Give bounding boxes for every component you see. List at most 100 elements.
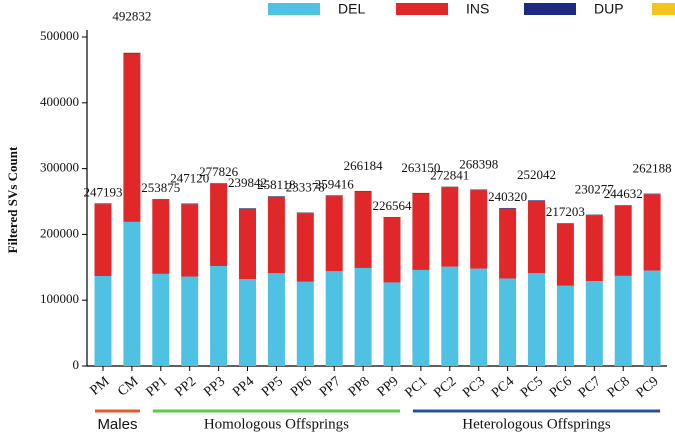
- x-tick-label: PP7: [317, 374, 344, 400]
- bar-segment: [614, 275, 632, 366]
- group-label: Heterologous Offsprings: [462, 416, 611, 432]
- bar-segment: [383, 217, 401, 283]
- bar-segment: [643, 193, 661, 195]
- total-label: 258118: [257, 177, 296, 192]
- total-label: 259416: [315, 176, 355, 191]
- bar-segment: [585, 281, 603, 366]
- bar-segment: [210, 183, 228, 184]
- legend-swatch: [524, 3, 576, 15]
- x-tick-label: PM: [87, 374, 113, 399]
- x-tick-label: PC7: [576, 374, 604, 401]
- bar-segment: [643, 194, 661, 271]
- bar-segment: [556, 285, 574, 366]
- bar-segment: [614, 205, 632, 276]
- legend-swatch: [396, 3, 448, 15]
- bar-segment: [470, 268, 488, 366]
- total-label: 272841: [430, 167, 469, 182]
- bar-segment: [181, 276, 199, 366]
- x-tick-label: PC1: [402, 374, 430, 401]
- legend-label: DEL: [338, 1, 365, 17]
- legend-label: INS: [466, 1, 489, 17]
- bar-segment: [94, 204, 112, 276]
- bar-segment: [296, 281, 314, 366]
- bar-segment: [354, 191, 372, 268]
- bar-segment: [239, 279, 256, 366]
- x-tick-label: PP3: [201, 374, 228, 400]
- bar-segment: [412, 193, 430, 270]
- bar-segment: [383, 282, 401, 366]
- x-tick-label: PP9: [375, 374, 402, 400]
- total-label: 262188: [633, 160, 672, 175]
- bar-segment: [123, 53, 141, 222]
- total-label: 217203: [546, 204, 585, 219]
- x-tick-label: PP5: [259, 374, 286, 400]
- bar-segment: [556, 223, 574, 286]
- x-tick-label: CM: [115, 374, 142, 400]
- total-label: 226564: [373, 198, 413, 213]
- bar-segment: [152, 199, 170, 274]
- bar-segment: [412, 269, 430, 366]
- total-label: 244632: [604, 186, 643, 201]
- y-tick-label: 500000: [40, 28, 79, 43]
- bar-segment: [470, 190, 488, 269]
- group-label: Males: [97, 416, 137, 433]
- bar-segment: [354, 190, 372, 192]
- bar-segment: [181, 203, 199, 205]
- total-label: 263150: [401, 160, 440, 175]
- bar-segment: [267, 196, 285, 197]
- total-label: 268398: [459, 156, 498, 171]
- x-tick-label: PP2: [172, 374, 199, 400]
- total-label: 247193: [84, 184, 123, 199]
- y-tick-label: 200000: [40, 225, 79, 240]
- bar-segment: [181, 204, 199, 277]
- bar-segment: [441, 266, 459, 366]
- x-tick-label: PP8: [346, 374, 373, 400]
- group-label: Homologous Offsprings: [204, 416, 349, 432]
- x-tick-label: PC2: [431, 374, 459, 401]
- bar-segment: [528, 273, 545, 366]
- legend-label: DUP: [594, 1, 624, 17]
- bar-segment: [152, 273, 170, 366]
- bar-segment: [239, 208, 256, 210]
- bar-segment: [528, 200, 545, 274]
- total-label: 240320: [488, 189, 527, 204]
- bar-segment: [325, 195, 343, 197]
- total-label: 492832: [112, 9, 151, 24]
- x-tick-label: PC8: [605, 374, 633, 401]
- x-tick-label: PP1: [144, 374, 171, 400]
- bar-segment: [528, 200, 545, 201]
- x-tick-label: PP6: [288, 374, 315, 400]
- bar-segment: [441, 186, 459, 188]
- x-tick-label: PC9: [634, 374, 662, 401]
- bar-segment: [441, 187, 459, 267]
- bar-segment: [210, 183, 228, 266]
- bar-segment: [499, 208, 517, 209]
- bar-segment: [94, 203, 112, 205]
- bar-segment: [354, 267, 372, 366]
- legend-swatch: [268, 3, 320, 15]
- bar-segment: [267, 196, 285, 274]
- bar-segment: [383, 217, 401, 218]
- bar-segment: [94, 275, 112, 366]
- x-tick-label: PC5: [518, 374, 546, 401]
- total-label: 266184: [344, 158, 384, 173]
- x-tick-label: PC4: [489, 374, 517, 401]
- bar-segment: [267, 273, 285, 366]
- bar-segment: [296, 213, 314, 282]
- bar-segment: [556, 223, 574, 224]
- total-label: 277826: [199, 164, 239, 179]
- y-tick-label: 300000: [40, 160, 79, 175]
- bar-segment: [585, 215, 603, 282]
- y-tick-label: 400000: [40, 94, 79, 109]
- total-label: 252042: [517, 167, 556, 182]
- bar-segment: [210, 265, 228, 366]
- bar-segment: [123, 52, 141, 54]
- bar-segment: [499, 208, 517, 279]
- bar-segment: [239, 209, 256, 280]
- bar-segment: [325, 271, 343, 366]
- total-label: 230277: [575, 181, 615, 196]
- x-tick-label: PC3: [460, 374, 488, 401]
- total-label: 247120: [170, 170, 209, 185]
- bar-segment: [123, 221, 141, 366]
